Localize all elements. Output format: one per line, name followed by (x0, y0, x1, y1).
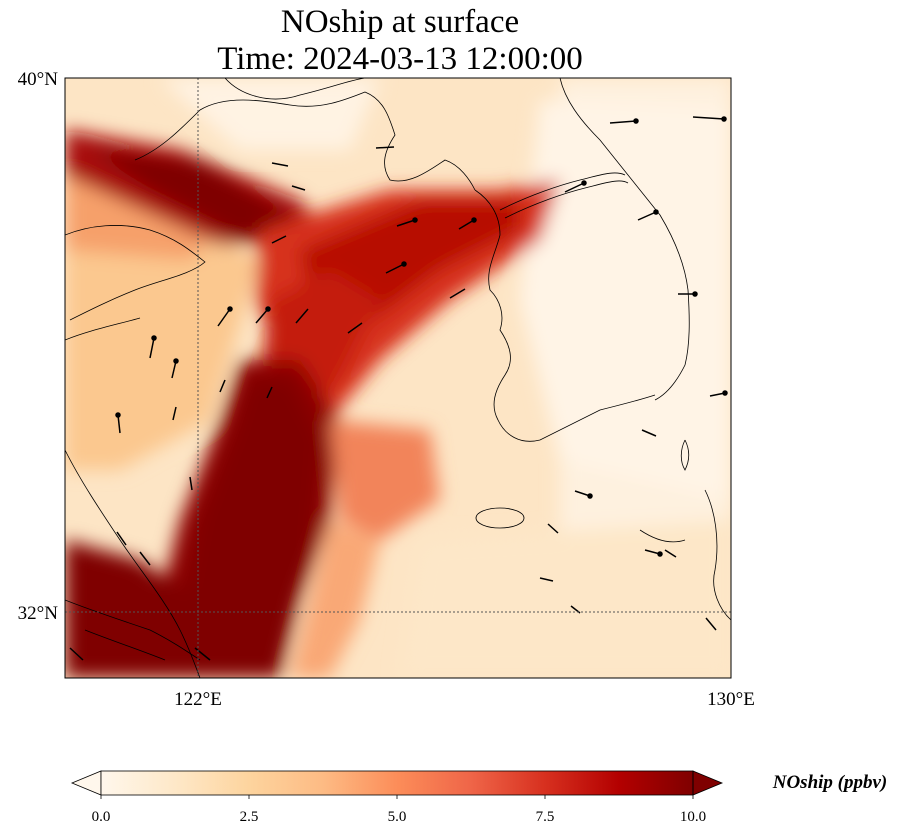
wind-arrow (172, 406, 177, 421)
wind-arrow (347, 322, 363, 334)
wind-arrow (396, 219, 416, 227)
concentration-field (65, 78, 731, 678)
wind-arrow (271, 235, 287, 244)
wind-arrow (171, 360, 177, 379)
map-title-line1: NOship at surface (280, 4, 520, 40)
wind-arrow (375, 146, 395, 149)
wind-arrow (539, 577, 554, 582)
colorbar-title: NOship (ppbv) (772, 772, 888, 793)
colorbar-extend-high (692, 770, 724, 796)
map-title-line2: Time: 2024-03-13 12:00:00 (217, 41, 583, 77)
wind-arrow (385, 263, 405, 274)
wind-arrow (117, 414, 121, 434)
wind-vectors (69, 116, 728, 661)
lon-label-130e: 130°E (707, 689, 755, 710)
wind-arrow (664, 549, 677, 558)
wind-arrow (692, 116, 725, 120)
wind-arrow (291, 185, 306, 191)
colorbar: 0.0 2.5 5.0 7.5 10.0 NOship (ppbv) (70, 770, 888, 825)
wind-arrow (69, 647, 84, 661)
wind-arrow (449, 288, 466, 299)
wind-arrow (547, 523, 559, 534)
wind-arrow (295, 308, 309, 324)
wind-arrow (637, 211, 657, 221)
coastlines (65, 78, 731, 678)
wind-arrow (641, 429, 657, 437)
colorbar-tick-4: 10.0 (680, 809, 706, 825)
colorbar-tick-2: 5.0 (388, 809, 407, 825)
wind-arrow (219, 379, 226, 393)
wind-arrow (217, 308, 231, 327)
wind-arrow (564, 182, 585, 193)
wind-arrow (189, 476, 193, 491)
gridlines (65, 78, 731, 678)
wind-arrow (255, 308, 269, 324)
wind-arrow (458, 219, 475, 230)
wind-arrow (271, 162, 289, 167)
wind-arrow (139, 551, 151, 566)
wind-arrow (116, 531, 127, 546)
colorbar-tick-3: 7.5 (536, 809, 555, 825)
lon-label-122e: 122°E (174, 689, 222, 710)
wind-arrow (705, 617, 717, 631)
colorbar-extend-low (70, 770, 102, 796)
colorbar-tick-0: 0.0 (92, 809, 111, 825)
wind-arrow (609, 120, 637, 124)
colorbar-gradient (101, 771, 693, 795)
wind-arrow (149, 337, 155, 359)
lat-label-32n: 32°N (18, 603, 59, 624)
lat-label-40n: 40°N (18, 69, 59, 90)
map-frame (64, 77, 732, 679)
colorbar-tick-1: 2.5 (240, 809, 259, 825)
wind-arrow (266, 386, 273, 399)
